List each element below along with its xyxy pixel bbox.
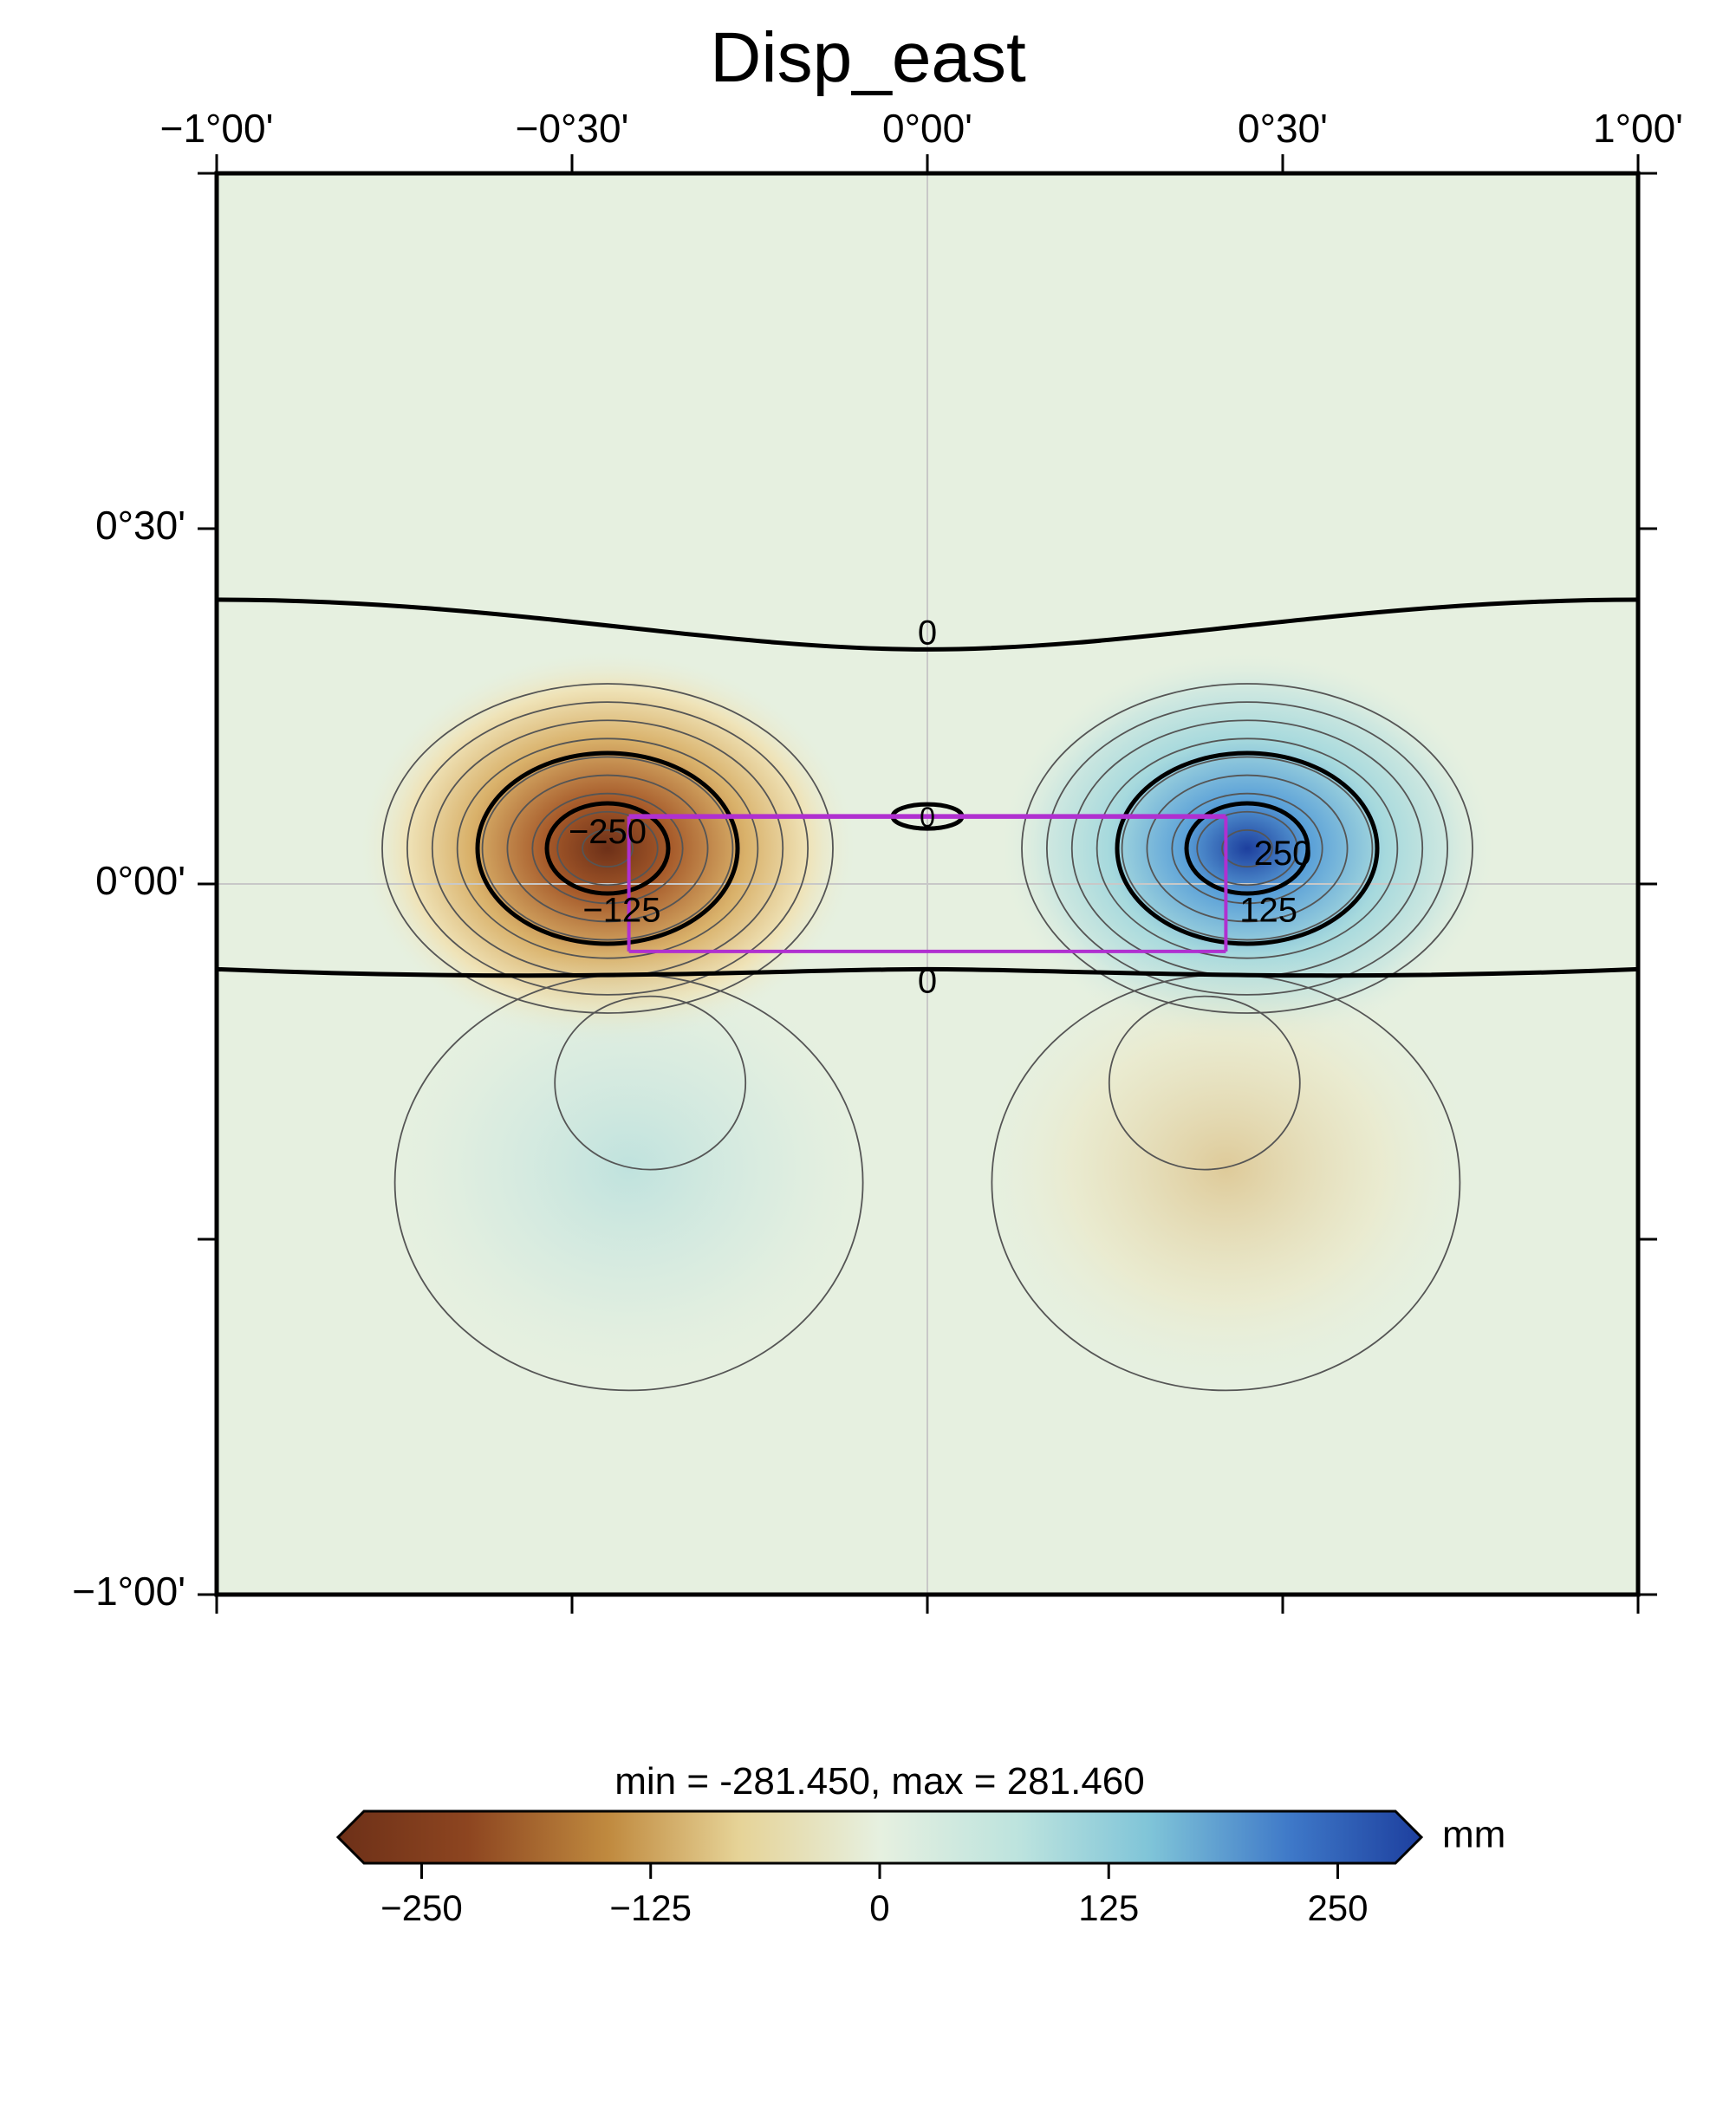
svg-text:−125: −125 bbox=[582, 891, 660, 929]
svg-text:−1°00': −1°00' bbox=[72, 1569, 185, 1614]
svg-text:0: 0 bbox=[918, 962, 937, 1000]
svg-text:−250: −250 bbox=[569, 813, 647, 851]
svg-text:250: 250 bbox=[1307, 1887, 1368, 1928]
svg-text:−1°00': −1°00' bbox=[160, 106, 274, 151]
colorbar bbox=[338, 1811, 1421, 1863]
svg-text:0°00': 0°00' bbox=[882, 106, 972, 151]
svg-text:−250: −250 bbox=[380, 1887, 463, 1928]
map-plot: 0 0 0 −250 −125 250 125 −1°00' −0°30' 0°00' 0°30' 1… bbox=[0, 0, 1736, 2118]
svg-text:0: 0 bbox=[918, 614, 937, 653]
svg-text:0: 0 bbox=[920, 802, 935, 833]
colorbar-unit: mm bbox=[1442, 1814, 1505, 1856]
svg-text:0°30': 0°30' bbox=[95, 503, 185, 548]
colorbar-title: min = -281.450, max = 281.460 bbox=[614, 1760, 1145, 1803]
svg-text:−0°30': −0°30' bbox=[516, 106, 629, 151]
svg-text:125: 125 bbox=[1078, 1887, 1139, 1928]
svg-text:0°30': 0°30' bbox=[1238, 106, 1328, 151]
svg-text:−125: −125 bbox=[609, 1887, 692, 1928]
svg-text:1°00': 1°00' bbox=[1593, 106, 1683, 151]
svg-text:125: 125 bbox=[1239, 891, 1297, 929]
svg-text:0°00': 0°00' bbox=[95, 858, 185, 903]
svg-text:0: 0 bbox=[869, 1887, 889, 1928]
svg-text:250: 250 bbox=[1254, 835, 1312, 873]
plot-title: Disp_east bbox=[0, 17, 1736, 99]
